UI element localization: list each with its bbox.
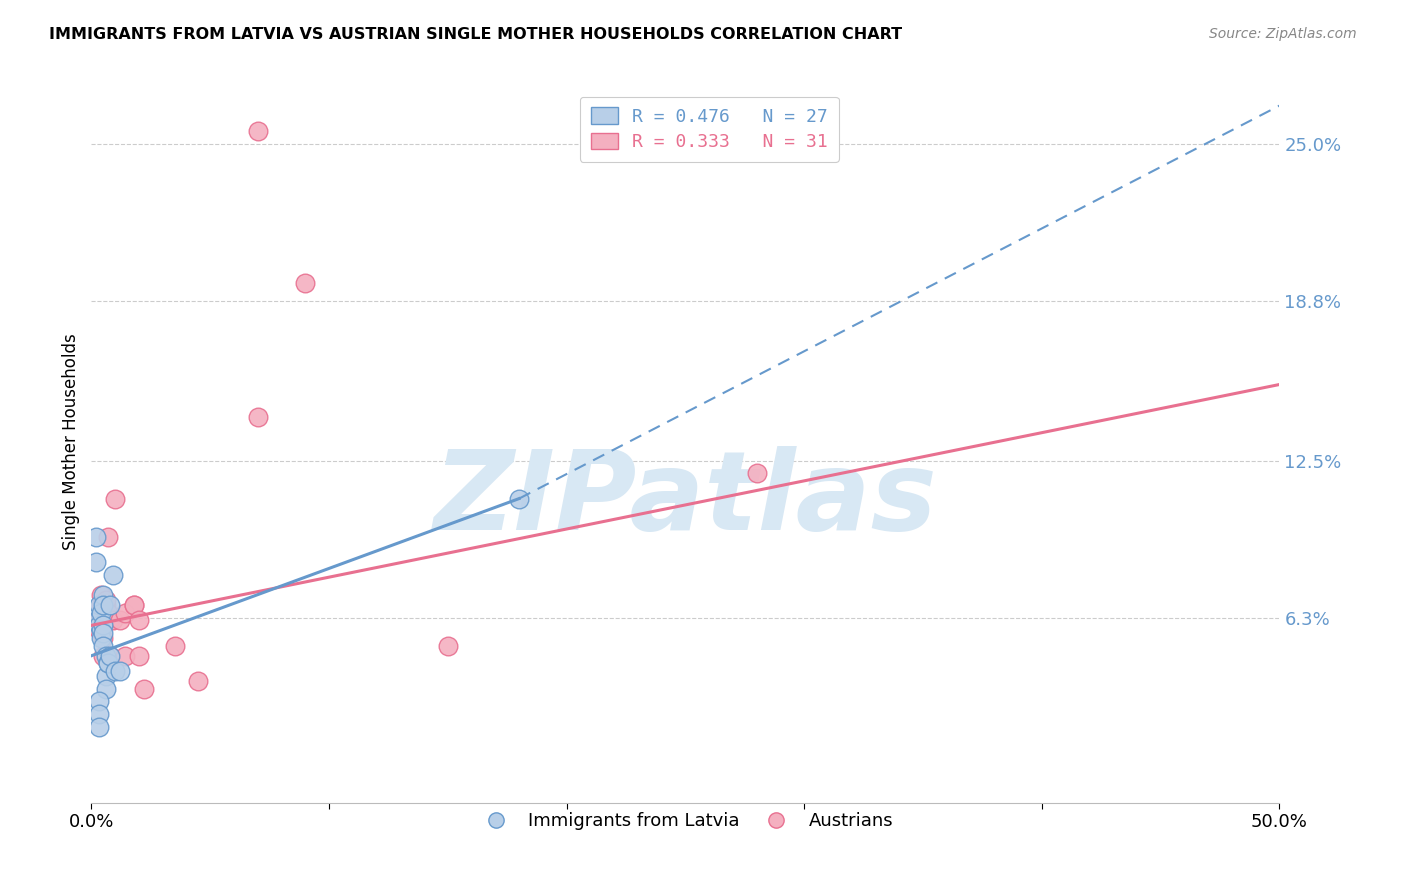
- Point: [87, 611, 110, 625]
- Text: ZIPatlas: ZIPatlas: [433, 446, 938, 553]
- Point: [90, 598, 112, 612]
- Point: [94, 648, 117, 663]
- Point: [97, 657, 120, 671]
- Point: [87, 613, 110, 627]
- Point: [90, 606, 112, 620]
- Point: [97, 530, 120, 544]
- Point: [508, 491, 530, 506]
- Point: [114, 606, 136, 620]
- Point: [87, 694, 110, 708]
- Point: [91, 648, 114, 663]
- Point: [84, 530, 107, 544]
- Point: [97, 606, 120, 620]
- Point: [436, 639, 458, 653]
- Point: [122, 598, 145, 612]
- Point: [84, 555, 107, 569]
- Point: [100, 598, 122, 612]
- Point: [108, 664, 131, 678]
- Point: [94, 598, 117, 612]
- Point: [91, 598, 114, 612]
- Point: [90, 588, 112, 602]
- Point: [128, 648, 150, 663]
- Point: [94, 681, 117, 696]
- Y-axis label: Single Mother Households: Single Mother Households: [62, 334, 80, 549]
- Point: [163, 639, 186, 653]
- Point: [94, 606, 117, 620]
- Point: [87, 720, 110, 734]
- Point: [294, 276, 316, 290]
- Point: [87, 707, 110, 722]
- Point: [87, 624, 110, 638]
- Point: [104, 491, 127, 506]
- Point: [91, 631, 114, 645]
- Point: [91, 626, 114, 640]
- Point: [128, 613, 150, 627]
- Point: [132, 681, 155, 696]
- Point: [97, 657, 120, 671]
- Point: [745, 467, 768, 481]
- Legend: Immigrants from Latvia, Austrians: Immigrants from Latvia, Austrians: [471, 805, 900, 837]
- Point: [94, 669, 117, 683]
- Point: [122, 598, 145, 612]
- Point: [91, 618, 114, 632]
- Point: [187, 674, 209, 689]
- Point: [90, 624, 112, 638]
- Point: [91, 618, 114, 632]
- Point: [90, 631, 112, 645]
- Text: Source: ZipAtlas.com: Source: ZipAtlas.com: [1209, 27, 1357, 41]
- Point: [100, 648, 122, 663]
- Point: [101, 567, 124, 582]
- Point: [100, 613, 122, 627]
- Point: [246, 410, 269, 425]
- Point: [104, 664, 127, 678]
- Point: [101, 613, 124, 627]
- Point: [108, 613, 131, 627]
- Point: [91, 639, 114, 653]
- Point: [94, 593, 117, 607]
- Point: [87, 598, 110, 612]
- Point: [100, 648, 122, 663]
- Point: [114, 648, 136, 663]
- Text: IMMIGRANTS FROM LATVIA VS AUSTRIAN SINGLE MOTHER HOUSEHOLDS CORRELATION CHART: IMMIGRANTS FROM LATVIA VS AUSTRIAN SINGL…: [49, 27, 903, 42]
- Point: [246, 124, 269, 138]
- Point: [87, 618, 110, 632]
- Point: [91, 588, 114, 602]
